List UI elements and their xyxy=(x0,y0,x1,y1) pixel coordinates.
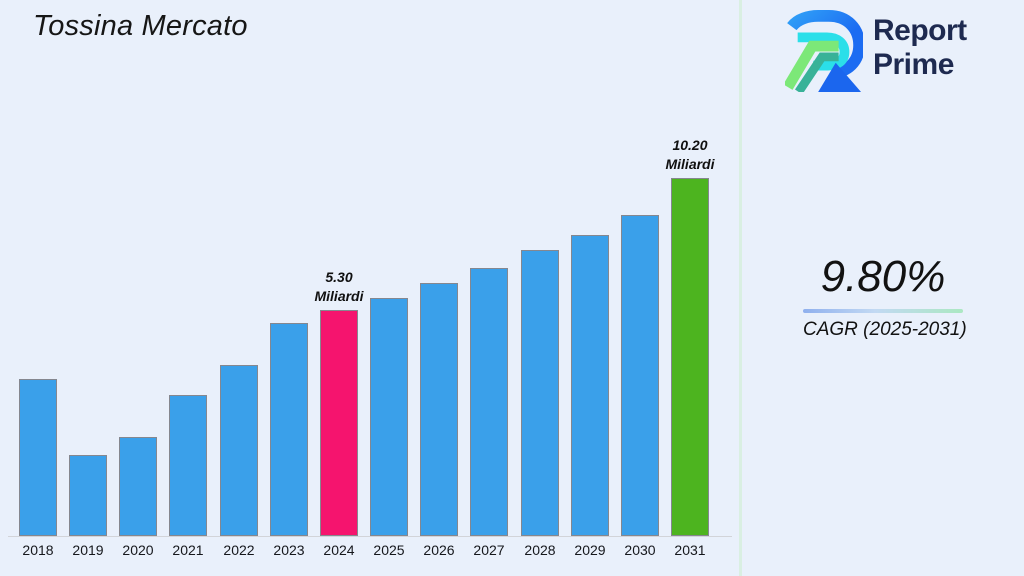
bar-2021 xyxy=(169,395,207,536)
bar-2023 xyxy=(270,323,308,536)
bar-label-2024: 5.30 Miliardi xyxy=(314,269,364,304)
bar-2031 xyxy=(671,178,709,536)
x-tick-2024: 2024 xyxy=(323,542,355,558)
x-tick-2029: 2029 xyxy=(574,542,606,558)
logo-text-line1: Report xyxy=(873,14,967,47)
bar-label-2031: 10.20 Miliardi xyxy=(665,137,715,172)
x-tick-2027: 2027 xyxy=(473,542,505,558)
page-title: Tossina Mercato xyxy=(33,10,248,42)
plot-area: 2018 2019 2020 2021 2022 2023 2024 5.30 Miliardi… xyxy=(19,137,715,558)
report-prime-logo-icon xyxy=(785,10,863,92)
bar-2026 xyxy=(420,283,458,536)
x-tick-2019: 2019 xyxy=(72,542,104,558)
bar-2028 xyxy=(521,250,559,536)
cagr-block: 9.80% CAGR (2025-2031) xyxy=(803,252,967,341)
x-tick-2026: 2026 xyxy=(423,542,455,558)
bar-2029 xyxy=(571,235,609,536)
bar-2020 xyxy=(119,437,157,536)
x-axis-line xyxy=(8,536,732,537)
bar-2022 xyxy=(220,365,258,536)
x-tick-2021: 2021 xyxy=(172,542,204,558)
separator-line xyxy=(739,0,742,576)
logo-text: Report Prime xyxy=(873,14,967,81)
x-tick-2028: 2028 xyxy=(524,542,556,558)
bar-2025 xyxy=(370,298,408,536)
x-tick-2025: 2025 xyxy=(373,542,405,558)
x-tick-2020: 2020 xyxy=(122,542,154,558)
x-tick-2030: 2030 xyxy=(624,542,656,558)
x-tick-2018: 2018 xyxy=(22,542,54,558)
logo-text-line2: Prime xyxy=(873,47,954,81)
cagr-value: 9.80% xyxy=(820,252,946,301)
cagr-underline xyxy=(803,309,963,313)
x-tick-2031: 2031 xyxy=(674,542,706,558)
report-prime-logo: Report Prime xyxy=(785,10,967,92)
cagr-caption: CAGR (2025-2031) xyxy=(803,319,967,340)
x-tick-2023: 2023 xyxy=(273,542,305,558)
bar-2019 xyxy=(69,455,107,536)
bar-2018 xyxy=(19,379,57,536)
bar-2024 xyxy=(320,310,358,536)
bar-2030 xyxy=(621,215,659,536)
bar-2027 xyxy=(470,268,508,536)
x-tick-2022: 2022 xyxy=(223,542,255,558)
